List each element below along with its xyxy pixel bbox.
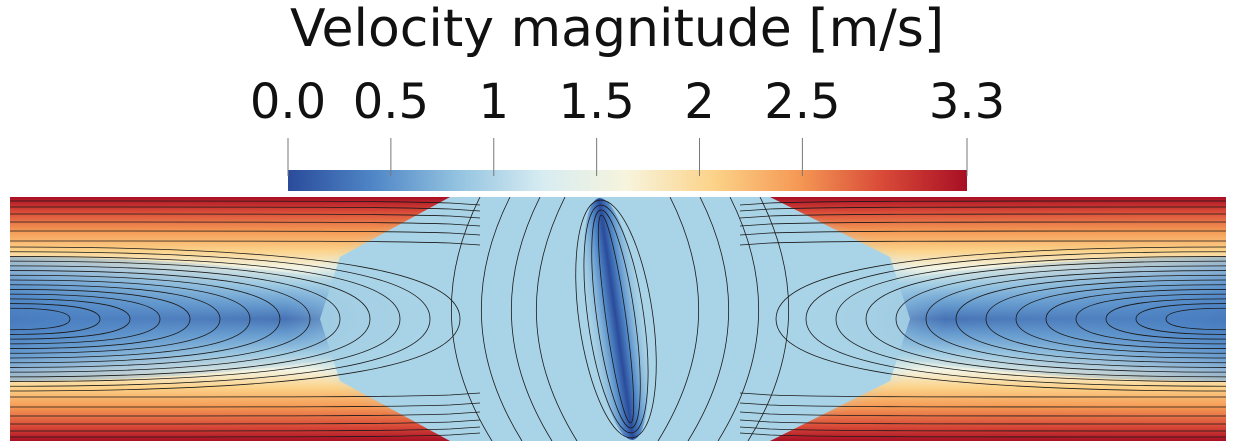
streamline-top-left-3 <box>10 221 481 227</box>
colorbar-tick-label-1: 0.5 <box>352 74 430 130</box>
streamline-right-loop-4 <box>1045 289 1226 349</box>
streamline-left-loop-13 <box>10 246 461 392</box>
streamline-cross-7 <box>747 197 790 441</box>
streamline-top-right-4 <box>739 230 1226 236</box>
streamline-bot-right-1 <box>739 426 1226 432</box>
streamline-bot-right-3 <box>739 411 1226 417</box>
streamline-left-loop-8 <box>10 270 311 368</box>
streamline-cross-3 <box>535 197 578 441</box>
streamline-left-loop-6 <box>10 279 251 359</box>
streamline-vortex-1 <box>591 209 641 429</box>
streamline-cross-0 <box>450 197 493 441</box>
streamline-top-left-0 <box>10 200 481 206</box>
streamline-right-loop-12 <box>805 251 1226 387</box>
streamlines <box>10 197 1226 441</box>
streamline-right-loop-0 <box>1165 307 1226 331</box>
streamline-right-loop-6 <box>985 279 1226 359</box>
streamline-bot-left-1 <box>10 426 481 432</box>
colorbar-tick-label-6: 3.3 <box>928 74 1006 130</box>
streamline-top-right-2 <box>739 213 1226 219</box>
colorbar-tick-label-3: 1.5 <box>558 74 635 130</box>
streamline-top-left-4 <box>10 230 481 236</box>
streamline-right-loop-9 <box>895 265 1226 373</box>
streamline-right-loop-1 <box>1135 303 1226 335</box>
streamline-cross-2 <box>510 197 553 441</box>
colorbar-title: Velocity magnitude [m/s] <box>290 0 945 59</box>
streamline-right-loop-10 <box>865 260 1226 378</box>
streamline-right-loop-13 <box>775 246 1226 392</box>
streamline-top-right-0 <box>739 200 1226 206</box>
streamline-vortex-3 <box>575 199 657 439</box>
streamline-vortex-0 <box>597 214 635 424</box>
colorbar-ticks <box>287 138 968 176</box>
streamline-left-loop-12 <box>10 251 431 387</box>
streamline-cross-4 <box>657 197 700 441</box>
streamline-left-loop-7 <box>10 274 281 364</box>
streamline-right-loop-8 <box>925 270 1226 368</box>
colorbar-gradient <box>288 170 967 191</box>
streamline-bot-right-5 <box>739 392 1226 398</box>
streamline-left-loop-3 <box>10 293 161 345</box>
colorbar-tick-label-5: 2.5 <box>764 74 841 130</box>
streamline-top-left-1 <box>10 206 481 212</box>
streamline-cross-6 <box>717 197 760 441</box>
streamline-bot-right-4 <box>739 402 1226 408</box>
streamline-right-loop-5 <box>1015 284 1226 354</box>
streamline-cross-1 <box>480 197 523 441</box>
streamline-bot-left-3 <box>10 411 481 417</box>
streamline-cross-5 <box>687 197 730 441</box>
streamline-top-right-5 <box>739 240 1226 246</box>
streamline-left-loop-9 <box>10 265 341 373</box>
streamline-top-right-1 <box>739 206 1226 212</box>
streamline-top-right-3 <box>739 221 1226 227</box>
colorbar-tick-label-4: 2 <box>684 74 715 130</box>
streamline-top-left-5 <box>10 240 481 246</box>
streamline-bot-left-5 <box>10 392 481 398</box>
streamline-right-loop-7 <box>955 274 1226 364</box>
streamline-bot-left-4 <box>10 402 481 408</box>
streamline-left-loop-11 <box>10 256 401 382</box>
colorbar-tick-label-0: 0.0 <box>249 74 327 130</box>
colorbar-tick-label-2: 1 <box>478 74 510 130</box>
streamline-bot-right-2 <box>739 419 1226 425</box>
streamline-right-loop-3 <box>1075 293 1226 345</box>
streamline-left-loop-0 <box>10 307 71 331</box>
streamline-bot-left-0 <box>10 432 481 438</box>
streamline-left-loop-5 <box>10 284 221 354</box>
streamline-bot-left-2 <box>10 419 481 425</box>
streamline-right-loop-2 <box>1105 298 1226 340</box>
streamline-left-loop-10 <box>10 260 371 378</box>
velocity-field <box>10 197 1226 441</box>
streamline-left-loop-4 <box>10 289 191 349</box>
streamline-left-loop-2 <box>10 298 131 340</box>
streamline-left-loop-1 <box>10 303 101 335</box>
streamline-top-left-2 <box>10 213 481 219</box>
streamline-vortex-2 <box>583 204 649 434</box>
streamline-right-loop-11 <box>835 256 1226 382</box>
streamline-bot-right-0 <box>739 432 1226 438</box>
